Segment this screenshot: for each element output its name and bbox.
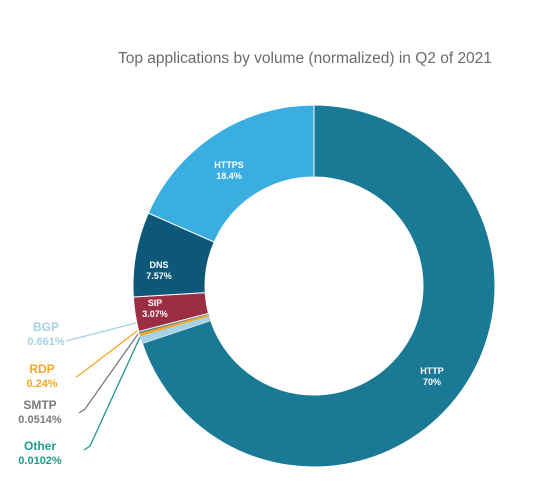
slice-https xyxy=(147,104,315,243)
slice-rdp xyxy=(139,314,210,337)
label-name-dns: DNS xyxy=(149,260,168,270)
label-value-https: 18.4% xyxy=(216,171,242,181)
label-name-https: HTTPS xyxy=(214,160,244,170)
label-name-smtp: SMTP xyxy=(23,398,56,412)
label-value-bgp: 0.661% xyxy=(27,336,65,348)
leader-line-smtp xyxy=(78,333,139,414)
slice-smtp xyxy=(139,314,209,334)
label-value-other: 0.0102% xyxy=(18,455,62,467)
leader-line-rdp xyxy=(75,330,138,378)
slice-http xyxy=(141,104,496,468)
slices xyxy=(132,104,496,468)
label-name-bgp: BGP xyxy=(33,320,59,334)
label-name-rdp: RDP xyxy=(29,362,54,376)
label-name-other: Other xyxy=(24,439,56,453)
leader-line-bgp xyxy=(65,322,137,342)
label-name-sip: SIP xyxy=(148,298,163,308)
leader-line-other xyxy=(83,336,141,451)
label-value-http: 70% xyxy=(423,377,441,387)
slice-bgp xyxy=(140,316,211,344)
label-value-rdp: 0.24% xyxy=(26,378,57,390)
label-name-http: HTTP xyxy=(420,366,444,376)
chart-title: Top applications by volume (normalized) … xyxy=(118,50,492,67)
label-value-dns: 7.57% xyxy=(146,271,172,281)
label-value-smtp: 0.0514% xyxy=(18,414,62,426)
label-value-sip: 3.07% xyxy=(142,309,168,319)
